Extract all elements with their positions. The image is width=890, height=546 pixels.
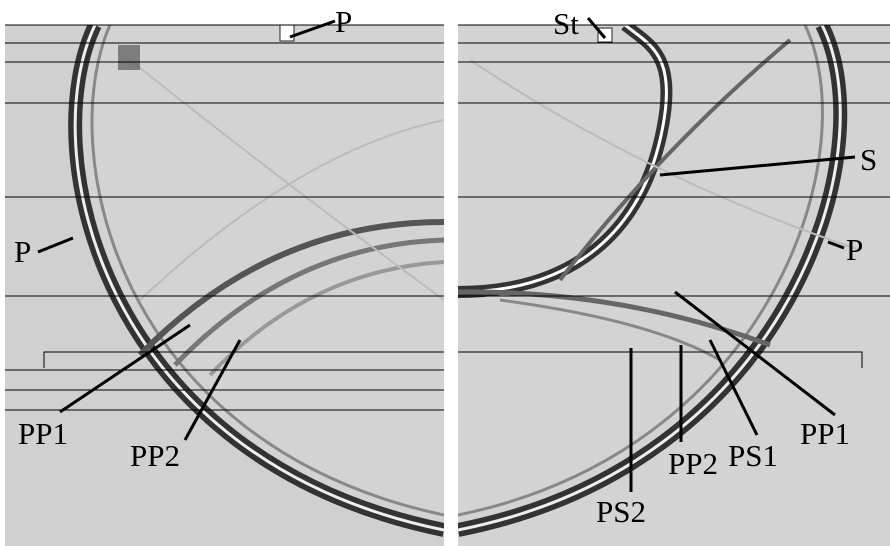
label: PP2	[668, 446, 718, 481]
label: St	[553, 6, 579, 41]
label: PS2	[596, 494, 646, 529]
label: PS1	[728, 438, 778, 473]
label: P	[846, 232, 863, 267]
label: PP2	[130, 438, 180, 473]
label: P	[335, 4, 352, 39]
label: PP1	[800, 416, 850, 451]
label: S	[860, 142, 877, 177]
figure: P P PP1 PP2 St S P PP1 PS1 PS2 PP2	[0, 0, 890, 546]
label: P	[14, 234, 31, 269]
label: PP1	[18, 416, 68, 451]
